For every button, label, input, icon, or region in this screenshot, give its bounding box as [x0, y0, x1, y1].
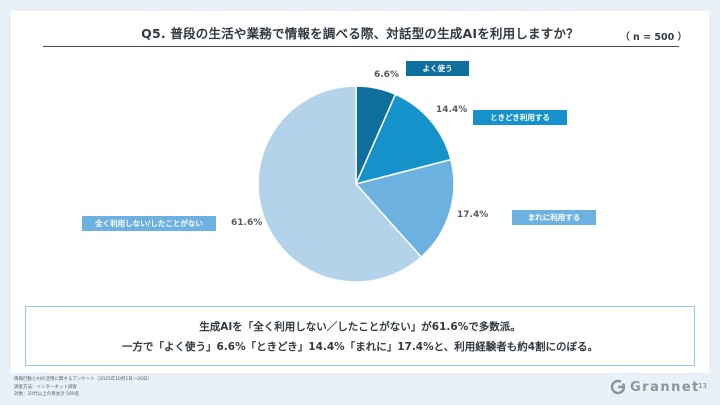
- legend-mattaku: 全く利用しない/したことがない: [82, 216, 216, 231]
- brand-logo: Grannet: [610, 378, 700, 396]
- legend-yoku: よく使う: [406, 61, 469, 76]
- legend-mareni: まれに利用する: [512, 210, 596, 225]
- pct-label-mattaku: 61.6%: [231, 218, 263, 228]
- pct-label-tokidoki: 14.4%: [436, 105, 468, 115]
- slice-mareni: [354, 158, 455, 259]
- pct-label-yoku: 6.6%: [374, 70, 399, 80]
- slide-title: Q5. 普段の生活や業務で情報を調べる際、対話型の生成AIを利用しますか？: [141, 26, 579, 41]
- brand-name: Grannet: [630, 379, 700, 395]
- pct-label-mareni: 17.4%: [457, 210, 489, 220]
- footnote-line-2: 調査方法：インターネット調査: [14, 384, 77, 390]
- footnote-line-3: 対象：20代以上の男女計 500名: [14, 392, 80, 397]
- grannet-logo-icon: [610, 379, 626, 395]
- summary-line-1: 生成AIを「全く利用しない／したことがない」が61.6%で多数派。: [199, 321, 521, 333]
- sample-size-label: （ n = 500 ）: [620, 32, 687, 43]
- pie-slices: [257, 85, 455, 283]
- slice-tokidoki: [354, 93, 452, 186]
- slice-mattaku: [257, 85, 423, 283]
- title-divider: [43, 46, 679, 47]
- summary-box: 生成AIを「全く利用しない／したことがない」が61.6%で多数派。 一方で「よく…: [25, 306, 695, 366]
- footnote-line-1: 情報行動とAIの活用に関するアンケート（2025年10月1日〜20日）: [14, 377, 152, 382]
- summary-line-2: 一方で「よく使う」6.6%「ときどき」14.4%「まれに」17.4%と、利用経験…: [121, 341, 599, 353]
- survey-footnote: 情報行動とAIの活用に関するアンケート（2025年10月1日〜20日） 調査方法…: [14, 376, 152, 399]
- page-number: 13: [698, 382, 707, 390]
- legend-tokidoki: ときどき利用する: [473, 110, 567, 125]
